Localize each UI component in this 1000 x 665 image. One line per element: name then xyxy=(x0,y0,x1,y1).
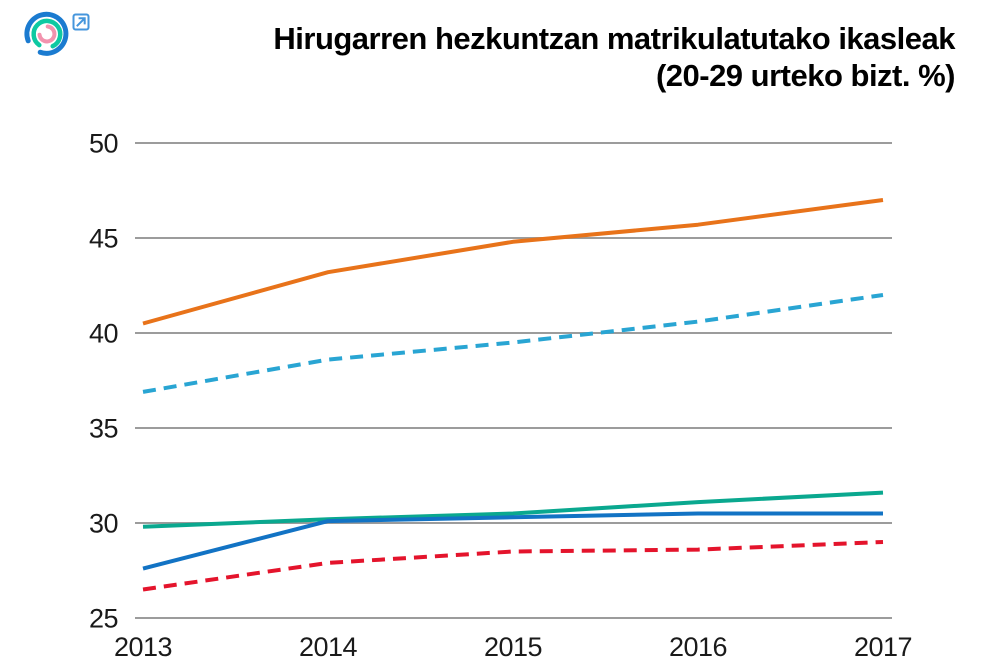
x-tick-label-2016: 2016 xyxy=(669,632,727,662)
y-tick-label-30: 30 xyxy=(89,509,118,539)
series-teal-solid xyxy=(142,490,884,529)
external-link-box xyxy=(72,13,90,31)
chart-title-line1: Hirugarren hezkuntzan matrikulatutako ik… xyxy=(273,21,955,56)
y-tick-label-35: 35 xyxy=(89,414,118,444)
series-cyan-dashed xyxy=(142,293,884,394)
series-blue-solid xyxy=(142,511,883,571)
y-tick-label-25: 25 xyxy=(89,604,118,634)
x-tick-label-2015: 2015 xyxy=(484,632,542,662)
chart-title: Hirugarren hezkuntzan matrikulatutako ik… xyxy=(273,20,955,94)
external-link-arrow xyxy=(76,17,86,27)
x-tick-label-2014: 2014 xyxy=(299,632,358,662)
logo-outer-arc xyxy=(24,11,69,56)
y-tick-label-50: 50 xyxy=(89,129,118,159)
logo-middle-arc xyxy=(31,18,63,49)
y-tick-label-45: 45 xyxy=(89,224,118,254)
logo-inner-arc xyxy=(37,24,57,44)
series-red-dashed xyxy=(142,540,884,592)
series-orange-solid xyxy=(142,198,884,326)
external-link-icon[interactable] xyxy=(72,13,90,31)
x-tick-label-2013: 2013 xyxy=(114,632,172,662)
y-tick-label-40: 40 xyxy=(89,319,118,349)
x-tick-label-2017: 2017 xyxy=(854,632,912,662)
concentric-arcs-logo-icon xyxy=(24,11,69,56)
chart-title-line2: (20-29 urteko bizt. %) xyxy=(655,58,956,93)
